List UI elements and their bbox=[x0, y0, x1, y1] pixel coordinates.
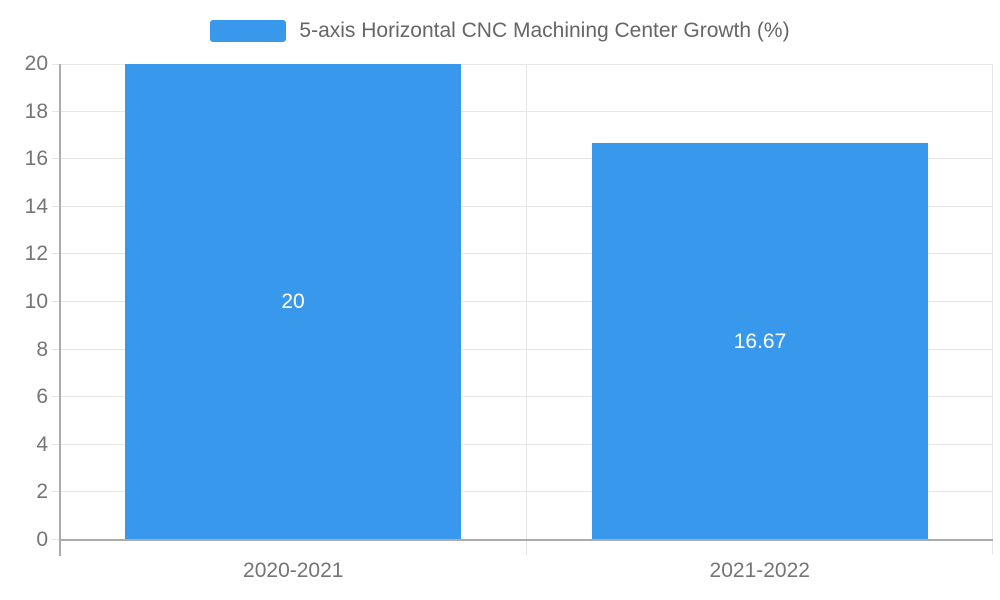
y-tick-label: 16 bbox=[24, 147, 48, 171]
legend-swatch-icon bbox=[210, 20, 287, 42]
y-tick-label: 6 bbox=[36, 385, 48, 409]
h-gridline bbox=[52, 491, 993, 492]
y-tick-label: 0 bbox=[36, 528, 48, 551]
bar: 20 bbox=[125, 64, 461, 540]
x-axis-line bbox=[60, 539, 993, 541]
x-axis-tick bbox=[526, 540, 527, 555]
h-gridline bbox=[52, 64, 993, 65]
y-tick-label: 4 bbox=[36, 432, 48, 456]
h-gridline bbox=[52, 158, 993, 159]
h-gridline bbox=[52, 349, 993, 350]
h-gridline bbox=[52, 206, 993, 207]
y-axis-line bbox=[59, 64, 61, 556]
legend-label: 5-axis Horizontal CNC Machining Center G… bbox=[299, 19, 790, 42]
v-gridline bbox=[526, 64, 527, 540]
bar: 16.67 bbox=[592, 143, 928, 540]
x-category-label: 2021-2022 bbox=[709, 559, 810, 582]
h-gridline bbox=[52, 396, 993, 397]
h-gridline bbox=[52, 301, 993, 302]
y-tick-label: 10 bbox=[24, 290, 48, 313]
v-gridline bbox=[992, 64, 993, 540]
y-tick-label: 2 bbox=[36, 480, 48, 504]
x-category-label: 2020-2021 bbox=[243, 559, 344, 582]
y-tick-label: 12 bbox=[24, 242, 48, 266]
x-axis-tick bbox=[992, 540, 993, 555]
y-tick-label: 18 bbox=[24, 99, 48, 123]
h-gridline bbox=[52, 444, 993, 445]
y-tick-label: 20 bbox=[24, 52, 48, 75]
bar-value-label: 20 bbox=[281, 290, 305, 313]
plot-area: 20 16.67 bbox=[52, 64, 993, 540]
y-tick-label: 14 bbox=[24, 194, 48, 218]
y-tick-label: 8 bbox=[36, 337, 48, 361]
bar-value-label: 16.67 bbox=[733, 329, 787, 353]
h-gridline bbox=[52, 253, 993, 254]
legend[interactable]: 5-axis Horizontal CNC Machining Center G… bbox=[0, 16, 1000, 46]
h-gridline bbox=[52, 111, 993, 112]
